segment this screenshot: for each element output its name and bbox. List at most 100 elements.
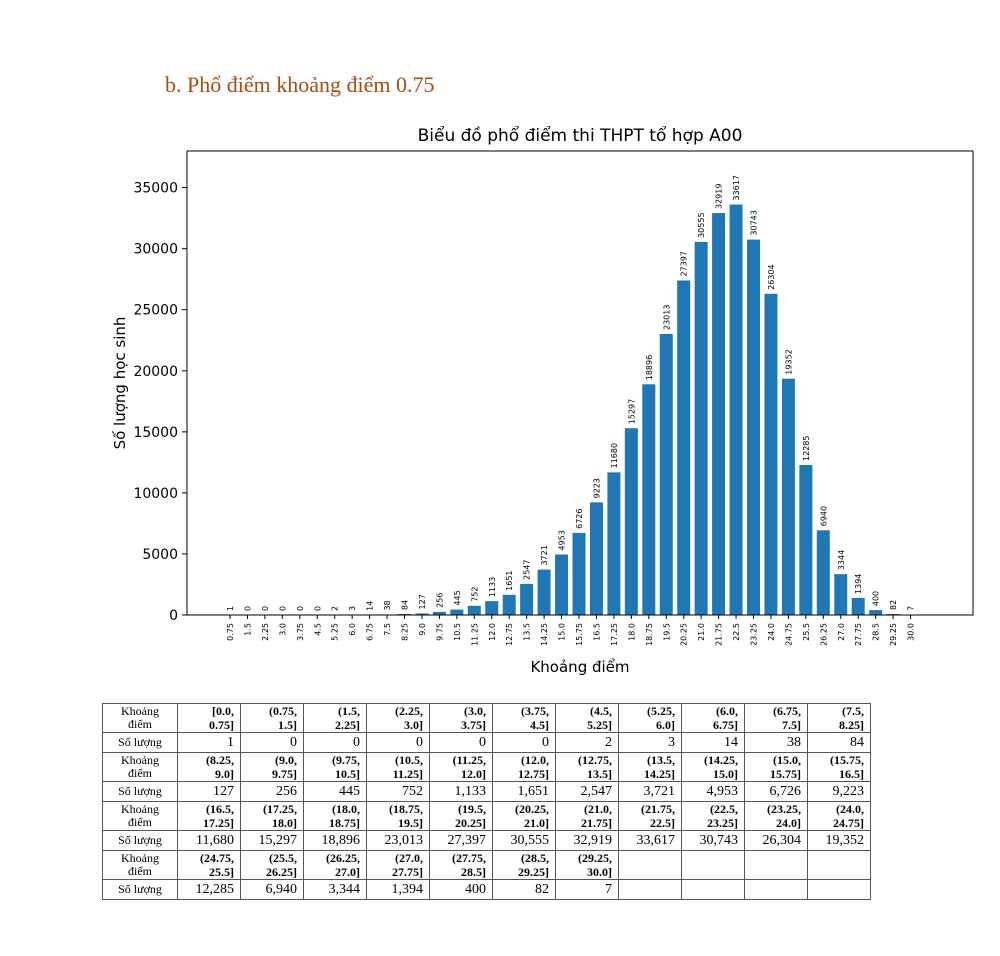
- count-cell: 0: [429, 732, 493, 753]
- range-start: (7.5,: [842, 704, 864, 719]
- x-tick-label: 26.25: [819, 623, 828, 646]
- bar-27.75: [851, 597, 865, 615]
- range-cell: (25.5, 26.25]: [240, 850, 304, 880]
- bar-value-label: 7: [907, 606, 916, 611]
- bar-value-label: 1651: [505, 570, 514, 590]
- range-label-text: Khoảng điểm: [121, 802, 159, 829]
- x-tick-label: 8.25: [401, 623, 410, 641]
- y-tick-label: 0: [169, 608, 178, 624]
- range-end: 9.75]: [272, 767, 297, 781]
- count-row: Số lượng 127 256 445 752 1,133 1,651 2,547 3,721…: [102, 781, 871, 802]
- range-start: (12.0,: [521, 753, 549, 768]
- range-start: (10.5,: [395, 753, 423, 768]
- range-row: Khoảng điểm [0.0, 0.75] (0.75, 1.5] (1.5, 2.25…: [102, 703, 871, 733]
- count-row: Số lượng 1 0 0 0 0 0 2 3 14 38 84: [102, 732, 871, 753]
- range-cell: (6.0, 6.75]: [681, 703, 745, 733]
- range-end: 23.25]: [707, 816, 738, 830]
- range-end: 12.75]: [518, 767, 549, 781]
- count-cell: 445: [303, 781, 367, 802]
- range-end: 3.0]: [404, 718, 423, 732]
- range-cell: (14.25, 15.0]: [681, 752, 745, 782]
- range-cell: (27.0, 27.75]: [366, 850, 430, 880]
- range-end: 18.0]: [272, 816, 297, 830]
- bar-26.25: [816, 530, 830, 615]
- bar-8.25: [398, 613, 411, 615]
- range-start: (8.25,: [206, 753, 234, 768]
- count-cell: 30,555: [492, 830, 556, 851]
- range-end: 18.75]: [329, 816, 360, 830]
- count-cell: 1,133: [429, 781, 493, 802]
- bar-value-label: 84: [401, 600, 410, 610]
- x-tick-label: 23.25: [750, 623, 759, 646]
- range-cell: (18.0, 18.75]: [303, 801, 367, 831]
- count-row-label: Số lượng: [102, 830, 178, 851]
- x-tick-label: 19.5: [662, 623, 671, 641]
- x-tick-label: 4.5: [313, 623, 322, 636]
- range-end: 3.75]: [461, 718, 486, 732]
- count-cell: 4,953: [681, 781, 745, 802]
- count-cell: 26,304: [744, 830, 808, 851]
- bar-value-label: 26304: [767, 264, 776, 289]
- y-axis: 0 5000 10000 15000 20000 25000 30000 35000: [133, 181, 187, 624]
- bar-18.75: [642, 384, 656, 615]
- bar-value-label: 15297: [627, 399, 636, 424]
- x-tick-label: 15.75: [575, 623, 584, 646]
- bar-value-label: 27397: [680, 251, 689, 276]
- x-tick-label: 29.25: [889, 623, 898, 646]
- count-cell: [618, 879, 682, 900]
- range-row-label: Khoảng điểm: [102, 850, 178, 880]
- bar-10.5: [450, 609, 464, 615]
- range-cell: (20.25, 21.0]: [492, 801, 556, 831]
- bar-value-label: 33617: [732, 175, 741, 200]
- plot-frame: [186, 150, 974, 616]
- x-axis: 0.75 1.5 2.25 3.0 3.75 4.5 5.25 6.0 6.75 7.5 8.25 9…: [226, 615, 916, 646]
- range-start: (18.0,: [332, 802, 360, 817]
- range-cell: (22.5, 23.25]: [681, 801, 745, 831]
- range-cell: (1.5, 2.25]: [303, 703, 367, 733]
- range-end: 24.75]: [833, 816, 864, 830]
- range-cell: (0.75, 1.5]: [240, 703, 304, 733]
- range-end: 5.25]: [587, 718, 612, 732]
- bar-15.0: [555, 554, 569, 615]
- count-cell: 23,013: [366, 830, 430, 851]
- range-end: 0.75]: [209, 718, 234, 732]
- count-cell: 30,743: [681, 830, 745, 851]
- bar-value-label: 3344: [837, 550, 846, 570]
- range-end: 25.5]: [209, 865, 234, 879]
- count-cell: 0: [303, 732, 367, 753]
- bar-24.75: [781, 378, 795, 615]
- range-cell: (10.5, 11.25]: [366, 752, 430, 782]
- bar-value-label: 0: [296, 606, 305, 611]
- range-cell: (24.75, 25.5]: [177, 850, 241, 880]
- count-cell: 7: [555, 879, 619, 900]
- range-start: (1.5,: [338, 704, 360, 719]
- count-cell: 18,896: [303, 830, 367, 851]
- count-cell: [681, 879, 745, 900]
- bar-21.75: [712, 213, 726, 616]
- range-cell: (11.25, 12.0]: [429, 752, 493, 782]
- range-row: Khoảng điểm (16.5, 17.25] (17.25, 18.0] (18.0…: [102, 801, 871, 831]
- range-cell: [0.0, 0.75]: [177, 703, 241, 733]
- range-start: (14.25,: [704, 753, 738, 768]
- count-cell: 6,940: [240, 879, 304, 900]
- count-cell: 0: [366, 732, 430, 753]
- range-end: 17.25]: [203, 816, 234, 830]
- bar-value-label: 30555: [697, 212, 706, 237]
- range-start: (24.0,: [836, 802, 864, 817]
- x-tick-label: 12.0: [488, 623, 497, 641]
- count-cell: 3,344: [303, 879, 367, 900]
- bar-value-label: 32919: [715, 184, 724, 209]
- range-cell: (9.0, 9.75]: [240, 752, 304, 782]
- range-end: 30.0]: [587, 865, 612, 879]
- count-cell: 0: [492, 732, 556, 753]
- bar-17.25: [607, 472, 621, 615]
- range-start: (0.75,: [269, 704, 297, 719]
- x-tick-label: 18.0: [627, 623, 636, 641]
- range-start: (5.25,: [647, 704, 675, 719]
- x-tick-label: 28.5: [872, 623, 881, 641]
- y-tick-label: 15000: [133, 425, 178, 441]
- range-cell: (12.75, 13.5]: [555, 752, 619, 782]
- bar-value-label: 0: [313, 606, 322, 611]
- bar-value-label: 256: [435, 593, 444, 608]
